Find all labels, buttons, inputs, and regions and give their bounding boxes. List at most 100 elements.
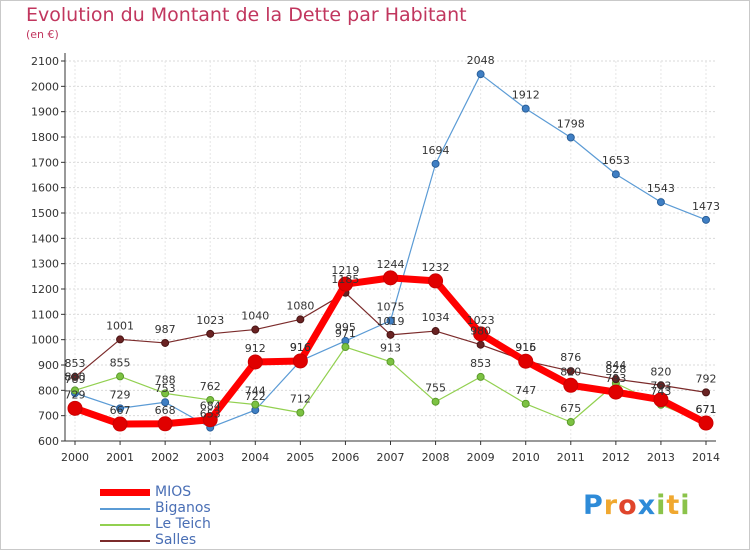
data-point-biganos: [521, 104, 530, 113]
y-tick-label: 1800: [31, 131, 59, 144]
data-point-salles: [566, 367, 575, 376]
y-tick-label: 1300: [31, 258, 59, 271]
x-tick-label: 2010: [512, 451, 540, 464]
x-tick-label: 2013: [647, 451, 675, 464]
line-chart: 600 700 800 900 1000 1100 1200 1300 1400 1500 1600…: [31, 53, 720, 464]
x-tick-label: 2008: [422, 451, 450, 464]
data-label-biganos: 729: [110, 388, 131, 401]
data-label-le-teich: 800: [65, 370, 86, 383]
x-tick-label: 2005: [286, 451, 314, 464]
x-tick-label: 2007: [377, 451, 405, 464]
data-point-biganos: [656, 198, 665, 207]
x-tick-label: 2014: [692, 451, 720, 464]
y-tick-label: 800: [38, 384, 59, 397]
data-point-le-teich: [476, 372, 485, 381]
data-point-mios: [698, 415, 714, 431]
data-point-mios: [112, 416, 128, 432]
data-label-salles: 987: [155, 323, 176, 336]
data-point-mios: [428, 273, 444, 289]
data-point-le-teich: [296, 408, 305, 417]
data-point-salles: [296, 315, 305, 324]
data-label-biganos: 1912: [512, 89, 540, 102]
y-tick-label: 1200: [31, 283, 59, 296]
logo-letter: i: [656, 490, 667, 521]
data-label-biganos: 916: [290, 341, 311, 354]
legend-swatch-salles: [100, 540, 150, 542]
data-point-salles: [116, 335, 125, 344]
data-label-biganos: 1543: [647, 182, 675, 195]
proxiti-logo: Proxiti: [583, 490, 691, 521]
legend-label-salles: Salles: [155, 532, 197, 548]
data-label-salles: 1023: [196, 314, 224, 327]
y-tick-label: 1700: [31, 156, 59, 169]
data-point-salles: [206, 329, 215, 338]
data-label-mios: 1232: [422, 261, 450, 274]
data-point-biganos: [702, 215, 710, 224]
data-point-mios: [653, 392, 669, 408]
data-point-le-teich: [116, 372, 125, 381]
data-point-salles: [161, 338, 170, 347]
y-tick-label: 1100: [31, 308, 59, 321]
legend-label-biganos: Biganos: [155, 500, 211, 516]
data-label-biganos: 789: [65, 373, 86, 386]
data-label-mios: 912: [245, 342, 266, 355]
x-tick-label: 2001: [106, 451, 134, 464]
y-tick-label: 2100: [31, 55, 59, 68]
data-label-le-teich: 828: [605, 363, 626, 376]
x-tick-label: 2009: [467, 451, 495, 464]
data-point-mios: [563, 377, 579, 393]
data-label-le-teich: 755: [425, 382, 446, 395]
data-label-biganos: 653: [200, 408, 221, 421]
y-tick-label: 1900: [31, 106, 59, 119]
data-point-biganos: [611, 170, 620, 179]
data-label-le-teich: 675: [560, 402, 581, 415]
data-point-biganos: [476, 70, 485, 79]
data-label-le-teich: 671: [696, 403, 717, 416]
data-point-biganos: [116, 404, 125, 413]
data-label-le-teich: 853: [470, 357, 491, 370]
y-tick-label: 2000: [31, 80, 59, 93]
data-label-le-teich: 971: [335, 327, 356, 340]
data-label-mios: 820: [560, 365, 581, 378]
data-label-mios: 1023: [467, 314, 495, 327]
data-point-mios: [518, 353, 534, 369]
data-point-salles: [431, 327, 440, 336]
x-tick-label: 2011: [557, 451, 585, 464]
data-point-le-teich: [386, 357, 395, 366]
data-label-biganos: 1653: [602, 154, 630, 167]
legend-swatch-mios: [100, 489, 150, 496]
data-point-mios: [157, 416, 173, 432]
y-tick-label: 900: [38, 359, 59, 372]
y-tick-label: 1400: [31, 232, 59, 245]
data-point-mios: [608, 384, 624, 400]
data-point-mios: [337, 276, 353, 292]
data-label-mios: 684: [200, 400, 221, 413]
y-tick-label: 700: [38, 410, 59, 423]
data-label-salles: 1019: [377, 315, 405, 328]
data-label-mios: 915: [515, 341, 536, 354]
data-label-salles: 1185: [331, 273, 359, 286]
x-tick-label: 2002: [151, 451, 179, 464]
data-point-mios: [292, 353, 308, 369]
logo-letter: i: [680, 490, 691, 521]
data-label-biganos: 753: [155, 382, 176, 395]
y-tick-label: 1600: [31, 182, 59, 195]
data-point-mios: [473, 326, 489, 342]
data-label-le-teich: 743: [650, 385, 671, 398]
data-label-le-teich: 712: [290, 393, 311, 406]
data-label-biganos: 1694: [422, 144, 450, 157]
data-label-mios: 1219: [331, 264, 359, 277]
chart-subtitle: (en €): [26, 28, 59, 41]
data-point-salles: [611, 375, 620, 384]
y-tick-label: 1500: [31, 207, 59, 220]
data-point-mios: [383, 270, 398, 286]
x-tick-label: 2004: [241, 451, 269, 464]
data-label-le-teich: 855: [110, 356, 131, 369]
data-point-le-teich: [521, 399, 530, 408]
data-label-biganos: 722: [245, 390, 266, 403]
data-point-salles: [656, 381, 665, 390]
data-label-mios: 916: [290, 341, 311, 354]
data-point-mios: [247, 354, 263, 370]
data-label-le-teich: 762: [200, 380, 221, 393]
data-point-biganos: [386, 316, 395, 325]
